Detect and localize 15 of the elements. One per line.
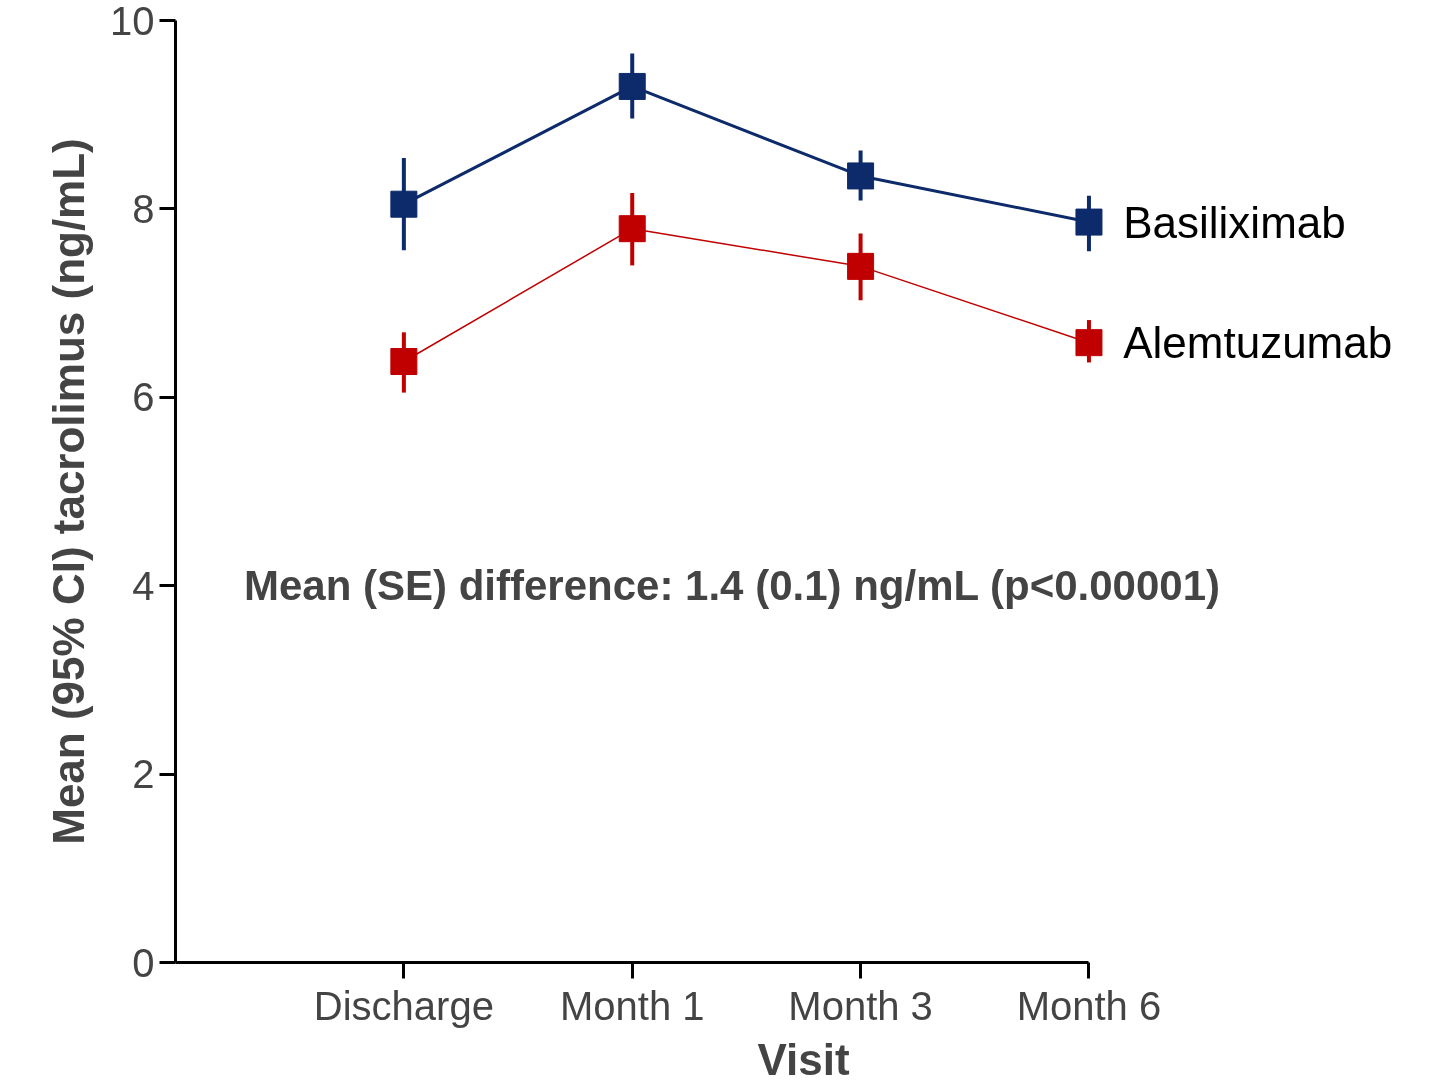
y-axis-title: Mean (95% CI) tacrolimus (ng/mL) bbox=[44, 138, 94, 845]
x-tick-label: Month 1 bbox=[559, 983, 705, 1028]
series-label: Basiliximab bbox=[1123, 197, 1346, 247]
y-tick-label: 2 bbox=[132, 752, 155, 797]
x-tick-label: Discharge bbox=[313, 983, 494, 1028]
y-tick-label: 4 bbox=[132, 563, 155, 608]
y-tick-label: 8 bbox=[132, 186, 155, 231]
y-tick-label: 6 bbox=[132, 375, 155, 420]
y-tick-label: 10 bbox=[110, 0, 155, 43]
x-tick-label: Month 6 bbox=[1016, 983, 1162, 1028]
annotation: Mean (SE) difference: 1.4 (0.1) ng/mL (p<0.00001) bbox=[244, 562, 1221, 610]
y-tick-label: 0 bbox=[132, 940, 155, 985]
series-label: Alemtuzumab bbox=[1123, 318, 1393, 368]
x-axis-title: Visit bbox=[757, 1034, 850, 1084]
x-tick-label: Month 3 bbox=[788, 983, 933, 1028]
